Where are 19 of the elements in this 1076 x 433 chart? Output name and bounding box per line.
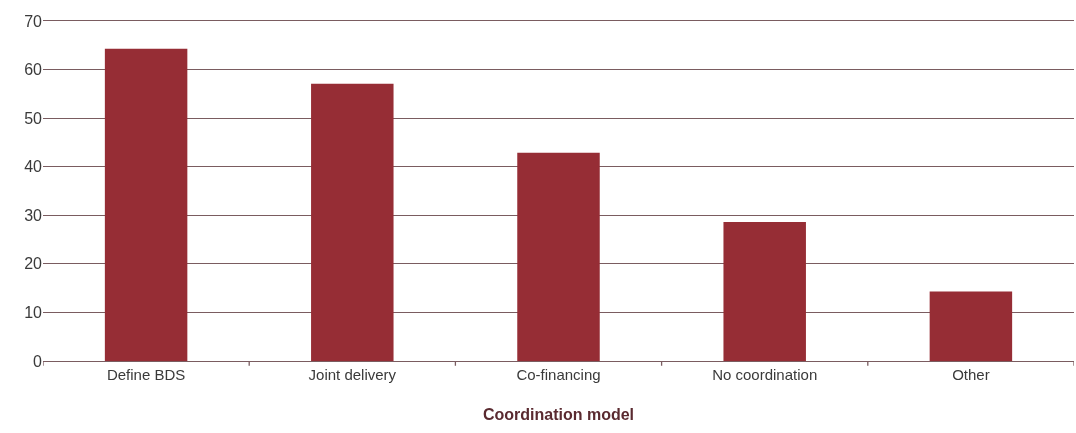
bar: [929, 291, 1013, 361]
x-tick-label: Joint delivery: [308, 366, 397, 384]
y-tick-label: 20: [24, 255, 43, 273]
bar: [517, 152, 600, 361]
y-tick-label: 50: [24, 109, 43, 127]
y-tick-label: 40: [24, 158, 43, 176]
x-tick-label: Other: [952, 366, 990, 384]
bar: [723, 222, 806, 361]
x-tick-label: Co-financing: [516, 366, 601, 384]
x-tick-label: No coordination: [712, 366, 818, 384]
bar: [104, 48, 188, 361]
y-tick-label: 0: [33, 352, 43, 370]
y-tick-label: 30: [24, 206, 43, 224]
y-tick-label: 70: [24, 12, 43, 30]
x-axis-title: Coordination model: [482, 405, 635, 423]
x-tick-label: Define BDS: [106, 366, 186, 384]
y-tick-label: 10: [24, 304, 43, 322]
bar: [311, 83, 394, 361]
y-tick-label: 60: [24, 61, 43, 79]
